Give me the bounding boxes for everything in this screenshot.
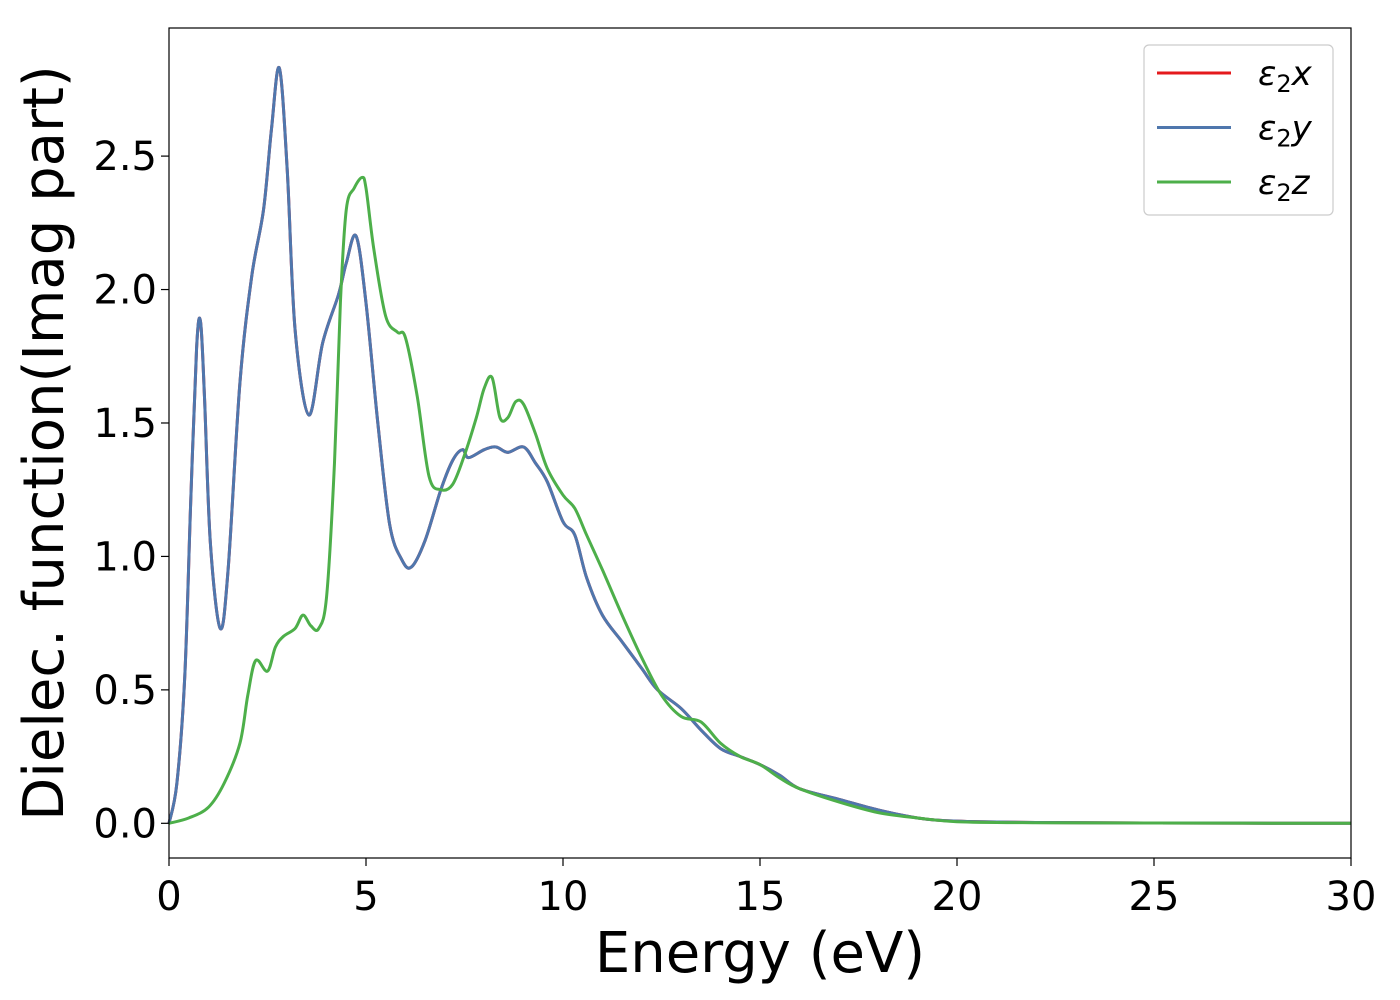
- legend-axis: z: [1291, 163, 1311, 203]
- legend-label-y: ε2y: [1258, 109, 1313, 153]
- x-tick-label: 25: [1129, 874, 1180, 920]
- y-tick-label: 0.0: [93, 801, 157, 847]
- x-tick-label: 20: [932, 874, 983, 920]
- x-tick-label: 30: [1326, 874, 1377, 920]
- x-tick-label: 15: [735, 874, 786, 920]
- y-tick-label: 2.0: [93, 268, 157, 314]
- legend-main: ε: [1258, 163, 1276, 203]
- x-axis: 0 5 10 15 20 25 30: [156, 858, 1376, 920]
- y-tick-label: 0.5: [93, 668, 157, 714]
- legend-axis: y: [1291, 109, 1313, 149]
- legend-label-z: ε2z: [1258, 163, 1311, 207]
- y-tick-label: 2.5: [93, 134, 157, 180]
- legend-axis: x: [1291, 54, 1313, 94]
- legend-sub: 2: [1276, 125, 1291, 153]
- legend-box: [1143, 44, 1334, 216]
- legend-main: ε: [1258, 109, 1276, 149]
- legend-sub: 2: [1276, 179, 1291, 207]
- x-tick-label: 5: [353, 874, 378, 920]
- y-axis-label: Dielec. function(Imag part): [12, 65, 77, 821]
- x-tick-label: 0: [156, 874, 181, 920]
- legend-main: ε: [1258, 54, 1276, 94]
- x-axis-label: Energy (eV): [595, 921, 925, 986]
- legend-sub: 2: [1276, 70, 1291, 98]
- legend-label-x: ε2x: [1258, 54, 1313, 98]
- series-layer: [167, 66, 1352, 825]
- x-tick-label: 10: [538, 874, 589, 920]
- y-axis: 0.0 0.5 1.0 1.5 2.0 2.5: [93, 134, 169, 847]
- y-tick-label: 1.5: [93, 401, 157, 447]
- series-line-z: [168, 175, 1352, 825]
- y-tick-label: 1.0: [93, 534, 157, 580]
